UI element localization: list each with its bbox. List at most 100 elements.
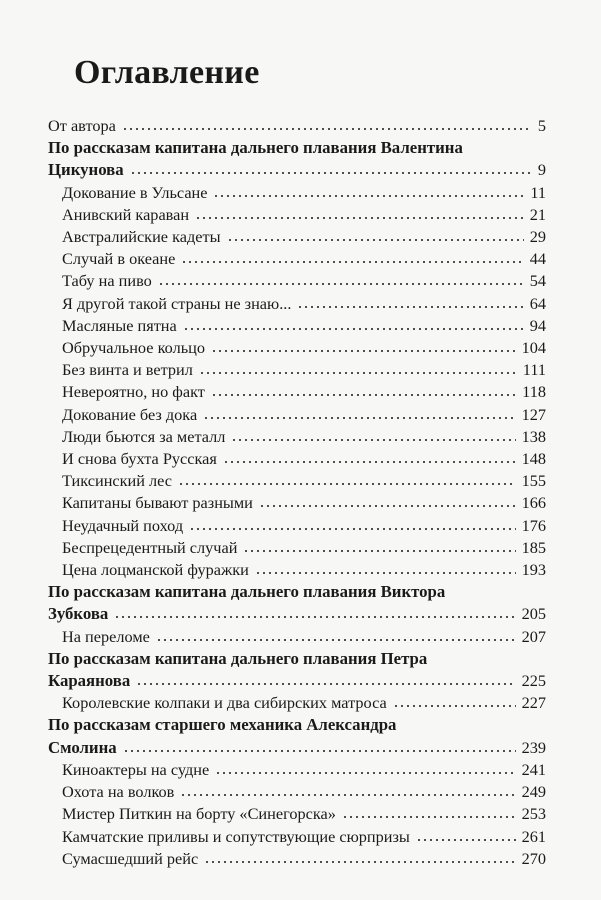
toc-row: И снова бухта Русская 148 <box>48 448 546 470</box>
page-number: 185 <box>521 537 546 557</box>
dot-leader <box>415 833 516 842</box>
dot-leader <box>181 256 524 265</box>
entry-title: Австралийские кадеты <box>62 227 221 247</box>
page-number: 270 <box>521 848 546 868</box>
dot-leader <box>136 678 516 687</box>
toc-row: Анивский караван 21 <box>48 204 546 226</box>
toc-row: Зубкова 205 <box>48 603 546 625</box>
dot-leader <box>226 234 524 243</box>
entry-title: Невероятно, но факт <box>62 382 205 402</box>
dot-leader <box>243 544 516 553</box>
page-number: 29 <box>529 227 546 247</box>
page-number: 253 <box>521 804 546 824</box>
entry-title: Обручальное кольцо <box>62 338 205 358</box>
entry-title: И снова бухта Русская <box>62 449 217 469</box>
page-number: 241 <box>521 759 546 779</box>
toc-row: По рассказам капитана дальнего плавания … <box>48 137 546 159</box>
toc-row: Королевские колпаки и два сибирских матр… <box>48 692 546 714</box>
entry-title: Табу на пиво <box>62 271 152 291</box>
page-number: 44 <box>529 249 546 269</box>
page-number: 94 <box>529 315 546 335</box>
entry-title: Я другой такой страны не знаю... <box>62 293 292 313</box>
page-number: 9 <box>537 160 546 180</box>
page-number: 118 <box>522 382 546 402</box>
toc-title: Оглавление <box>74 54 260 91</box>
dot-leader <box>157 278 524 287</box>
toc-row: Табу на пиво 54 <box>48 270 546 292</box>
toc-row: Я другой такой страны не знаю... 64 <box>48 293 546 315</box>
dot-leader <box>195 211 524 220</box>
entry-title: По рассказам старшего механика Александр… <box>48 715 397 735</box>
dot-leader <box>222 456 516 465</box>
entry-title: Смолина <box>48 737 117 757</box>
dot-leader <box>258 500 516 509</box>
page-number: 104 <box>521 338 546 358</box>
page-number: 54 <box>529 271 546 291</box>
page-number: 127 <box>521 404 546 424</box>
dot-leader <box>114 611 516 620</box>
dot-leader <box>213 189 525 198</box>
entry-title: По рассказам капитана дальнего плавания … <box>48 582 446 602</box>
dot-leader <box>231 433 516 442</box>
toc-row: На переломе 207 <box>48 626 546 648</box>
page-number: 138 <box>521 426 546 446</box>
entry-title: Цена лоцманской фуражки <box>62 560 249 580</box>
toc-row: Цикунова 9 <box>48 159 546 181</box>
entry-title: Киноактеры на судне <box>62 759 210 779</box>
entry-title: Масляные пятна <box>62 315 177 335</box>
page-number: 11 <box>530 182 546 202</box>
entry-title: Цикунова <box>48 160 124 180</box>
dot-leader <box>203 411 516 420</box>
toc-row: Цена лоцманской фуражки 193 <box>48 559 546 581</box>
entry-title: Неудачный поход <box>62 515 184 535</box>
entry-title: По рассказам капитана дальнего плавания … <box>48 648 428 668</box>
toc-row: По рассказам капитана дальнего плавания … <box>48 581 546 603</box>
page-number: 207 <box>521 626 546 646</box>
page-number: 261 <box>521 826 546 846</box>
dot-leader <box>204 855 516 864</box>
toc-row: Капитаны бывают разными 166 <box>48 492 546 514</box>
entry-title: Сумасшедший рейс <box>62 848 199 868</box>
dot-leader <box>182 322 524 331</box>
toc-row: Масляные пятна 94 <box>48 315 546 337</box>
dot-leader <box>180 789 516 798</box>
dot-leader <box>122 744 516 753</box>
entry-title: Без винта и ветрил <box>62 360 193 380</box>
dot-leader <box>121 123 532 131</box>
page-number: 227 <box>521 693 546 713</box>
dot-leader <box>297 300 524 309</box>
entry-title: Случай в океане <box>62 249 176 269</box>
toc-row: Мистер Питкин на борту «Синегорска» 253 <box>48 803 546 825</box>
entry-title: Капитаны бывают разными <box>62 493 253 513</box>
dot-leader <box>341 811 516 820</box>
page-number: 166 <box>521 493 546 513</box>
toc-list: От автора 5 По рассказам капитана дальнего… <box>48 115 546 870</box>
page-number: 176 <box>521 515 546 535</box>
entry-title: Королевские колпаки и два сибирских матр… <box>62 693 387 713</box>
dot-leader <box>178 478 516 487</box>
toc-row: Люди бьются за металл 138 <box>48 426 546 448</box>
dot-leader <box>254 567 516 576</box>
entry-title: Зубкова <box>48 604 109 624</box>
page-number: 205 <box>521 604 546 624</box>
toc-row: Сумасшедший рейс 270 <box>48 848 546 870</box>
dot-leader <box>210 389 517 398</box>
dot-leader <box>198 367 517 376</box>
entry-title: На переломе <box>62 626 150 646</box>
toc-row: По рассказам старшего механика Александр… <box>48 714 546 736</box>
toc-row: Австралийские кадеты 29 <box>48 226 546 248</box>
page-number: 5 <box>537 116 546 135</box>
toc-row: Докование без дока 127 <box>48 404 546 426</box>
page-number: 148 <box>521 449 546 469</box>
dot-leader <box>215 766 516 775</box>
dot-leader <box>210 345 516 354</box>
toc-row: Невероятно, но факт 118 <box>48 381 546 403</box>
entry-title: От автора <box>48 116 116 135</box>
page-number: 225 <box>521 671 546 691</box>
dot-leader <box>189 522 516 531</box>
dot-leader <box>155 633 516 642</box>
dot-leader <box>392 700 516 709</box>
entry-title: Докование без дока <box>62 404 198 424</box>
toc-row: Тиксинский лес 155 <box>48 470 546 492</box>
